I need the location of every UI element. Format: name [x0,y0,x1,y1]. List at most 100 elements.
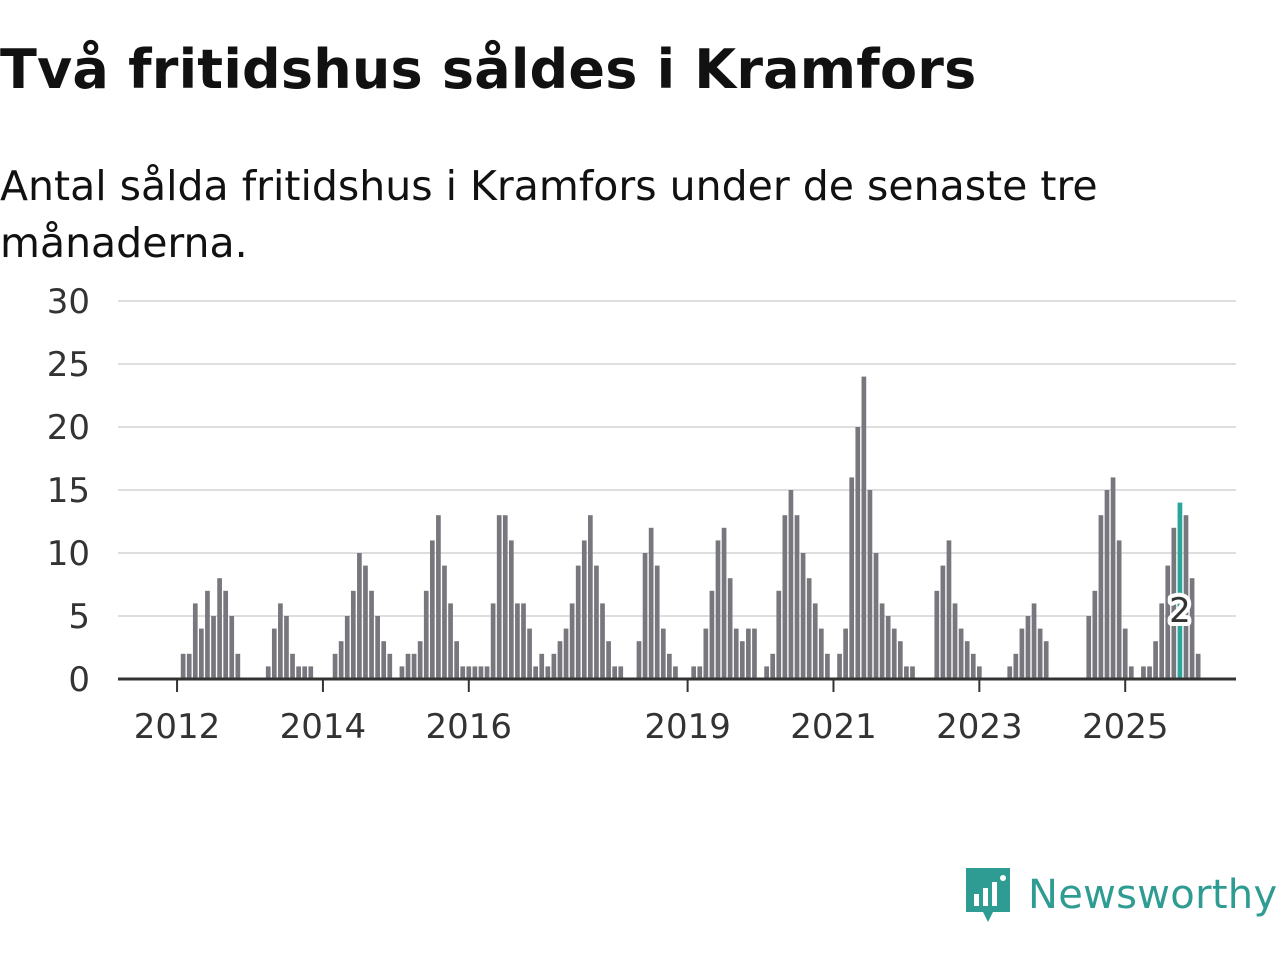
bar [818,628,824,679]
bar [369,590,374,679]
x-tick-label: 2021 [790,707,877,747]
bar [569,603,575,679]
bar [1128,666,1134,679]
bar [1043,641,1049,679]
bar [673,666,678,679]
bar [284,616,289,679]
y-tick-label: 20 [47,408,90,448]
bar [229,616,235,679]
bar [338,641,344,679]
y-tick-label: 25 [47,345,90,385]
bar [423,590,429,679]
bar [502,515,508,679]
bar [442,565,447,679]
bar [1013,653,1019,679]
bar [417,641,423,679]
bar [1147,666,1152,679]
bar [594,565,599,679]
bar [1037,628,1043,679]
bar [1122,628,1128,679]
bar [332,653,338,679]
bar [1104,490,1110,679]
bar [855,427,861,679]
bar [721,527,727,679]
brand-name: Newsworthy [1028,872,1278,918]
bar [1153,641,1158,679]
bar [265,666,271,679]
bar [1025,616,1031,679]
bar [381,641,387,679]
bar [812,603,818,679]
bar [308,666,314,679]
bar [515,603,520,679]
bar [691,666,697,679]
x-tick-label: 2019 [644,707,731,747]
bar [788,490,794,679]
bar [958,628,964,679]
bar [186,653,192,679]
bar [660,628,666,679]
bar [861,376,867,679]
bar [460,666,466,679]
bar [727,578,733,679]
bar [217,578,222,679]
bar [1086,616,1092,679]
bar [977,666,982,679]
bar [1165,565,1171,679]
bar [636,641,642,679]
bar [739,641,745,679]
bar [399,666,405,679]
bar [764,666,769,679]
bar [1098,515,1104,679]
bar [1141,666,1146,679]
bar [1007,666,1013,679]
annotation: 2 [1165,587,1195,635]
bar [849,477,855,679]
y-tick-label: 30 [47,282,90,322]
bar [794,515,800,679]
chart-subtitle: Antal sålda fritidshus i Kramfors under … [0,162,1098,267]
bar [1159,603,1165,679]
bar [648,527,654,679]
x-tick-label: 2014 [280,707,367,747]
bar [618,666,624,679]
bar [563,628,569,679]
bar [1171,527,1177,679]
y-tick-label: 0 [68,660,90,700]
bar [952,603,958,679]
bar [1183,515,1189,679]
bar [776,590,782,679]
bar [904,666,909,679]
bar [770,653,776,679]
bar [472,666,478,679]
bar [667,653,672,679]
brand-logo[interactable]: Newsworthy [962,864,1277,926]
bar [411,653,417,679]
bar [484,666,490,679]
bar [302,666,308,679]
bar [521,603,526,679]
bar [873,553,879,679]
x-axis: 2012 2014 2016 2019 2021 2023 2025 [118,677,1236,747]
bar [1019,628,1025,679]
bar [436,515,441,679]
bar [478,666,484,679]
x-tick-label: 2025 [1082,707,1169,747]
bar [825,653,830,679]
bar [508,540,514,679]
bar [733,628,739,679]
bar [448,603,453,679]
bar [405,653,411,679]
bar [1195,653,1201,679]
bar [1189,578,1195,679]
bar [709,590,715,679]
bar [278,603,283,679]
bar [946,540,952,679]
bar [1110,477,1116,679]
bar [350,590,356,679]
bar [588,515,593,679]
bar [192,603,198,679]
bar [199,628,204,679]
bar [375,616,380,679]
